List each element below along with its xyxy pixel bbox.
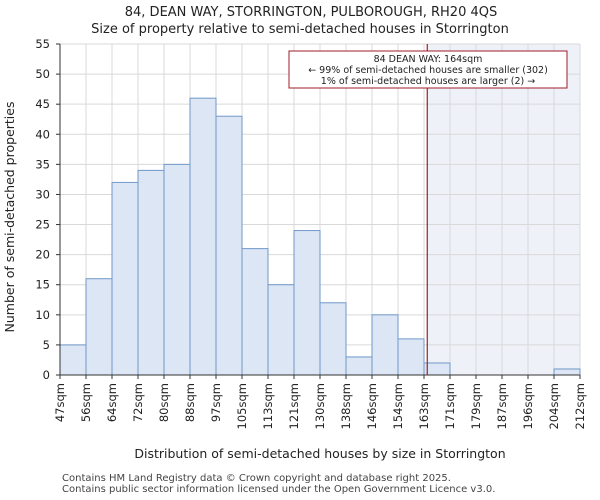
chart-title-line2: Size of property relative to semi-detach… [91, 22, 509, 37]
x-tick-label: 121sqm [287, 383, 301, 429]
x-tick-label: 105sqm [235, 383, 249, 429]
y-tick-label: 30 [35, 187, 50, 201]
annotation-line1: 84 DEAN WAY: 164sqm [374, 54, 483, 65]
x-tick-label: 64sqm [105, 383, 119, 422]
annotation-line2: ← 99% of semi-detached houses are smalle… [308, 65, 548, 76]
x-axis-label: Distribution of semi-detached houses by … [134, 446, 505, 461]
x-tick-label: 187sqm [495, 383, 509, 429]
x-tick-label: 146sqm [365, 383, 379, 429]
footer-line1: Contains HM Land Registry data © Crown c… [62, 473, 451, 484]
y-tick-label: 20 [35, 248, 50, 262]
x-tick-label: 130sqm [313, 383, 327, 429]
bar [293, 230, 321, 376]
x-tick-label: 163sqm [417, 383, 431, 429]
y-tick-label: 50 [35, 67, 50, 81]
bar [319, 302, 347, 376]
bar [371, 314, 399, 376]
x-tick-label: 97sqm [209, 383, 223, 422]
y-tick-label: 0 [43, 368, 50, 382]
bar [189, 97, 217, 376]
plot-area: 0 5 10 15 20 25 30 35 40 45 50 55 47sqm 56sqm 64sqm 72s… [35, 37, 587, 429]
y-tick-label: 5 [43, 338, 50, 352]
x-tick-label: 212sqm [573, 383, 587, 429]
annotation-line3: 1% of semi-detached houses are larger (2… [321, 76, 535, 87]
y-tick-label: 40 [35, 127, 50, 141]
x-tick-label: 113sqm [261, 383, 275, 429]
bar [423, 362, 451, 376]
bar [553, 368, 581, 376]
bar [215, 115, 243, 376]
x-tick-label: 88sqm [183, 383, 197, 422]
y-tick-label: 10 [35, 308, 50, 322]
x-tick-label: 56sqm [79, 383, 93, 422]
bar [59, 344, 87, 376]
x-tick-label: 138sqm [339, 383, 353, 429]
x-tick-label: 196sqm [521, 383, 535, 429]
x-tick-label: 179sqm [469, 383, 483, 429]
x-tick-label: 204sqm [547, 383, 561, 429]
footer-line2: Contains public sector information licen… [62, 484, 496, 495]
bar [111, 181, 139, 376]
y-axis-label: Number of semi-detached properties [2, 102, 17, 333]
annotation-box [288, 50, 568, 89]
bar [267, 284, 295, 376]
x-tick-label: 171sqm [443, 383, 457, 429]
bar [137, 169, 165, 376]
y-tick-label: 45 [35, 97, 50, 111]
x-tick-label: 80sqm [157, 383, 171, 422]
bar [241, 248, 269, 376]
bar [85, 278, 113, 376]
y-tick-label: 35 [35, 157, 50, 171]
bar [163, 163, 191, 376]
bar [397, 338, 425, 376]
y-tick-label: 15 [35, 278, 50, 292]
chart-title-line1: 84, DEAN WAY, STORRINGTON, PULBOROUGH, R… [125, 5, 498, 20]
y-tick-label: 25 [35, 218, 50, 232]
x-tick-label: 72sqm [131, 383, 145, 422]
x-tick-label: 154sqm [391, 383, 405, 429]
x-tick-label: 47sqm [53, 383, 67, 422]
larger-region-shade [427, 44, 580, 375]
y-tick-label: 55 [35, 37, 50, 51]
bar [345, 356, 373, 376]
